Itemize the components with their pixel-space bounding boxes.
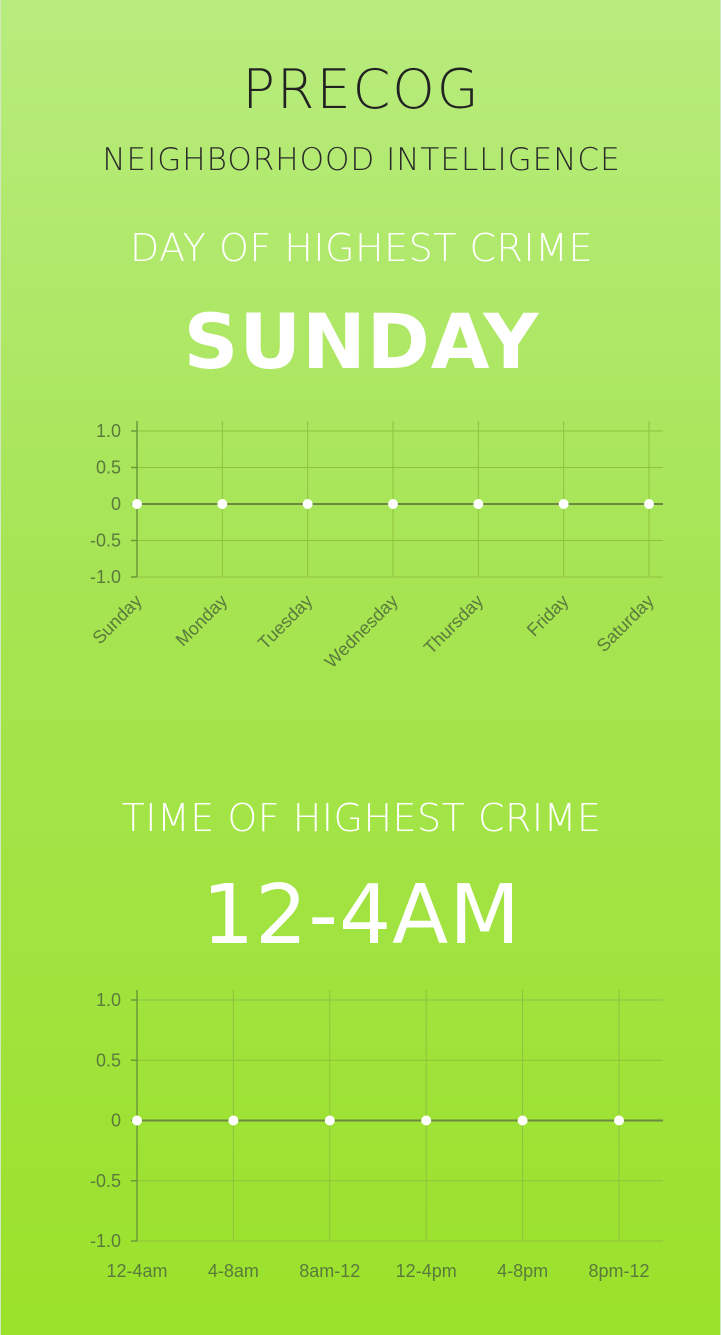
data-point [132, 1115, 142, 1126]
data-point [614, 1115, 624, 1126]
brand-title: PRECOG [242, 58, 481, 121]
x-category-label: 8pm-12 [588, 1261, 649, 1281]
data-point [644, 499, 654, 509]
x-category-label: 12-4am [106, 1261, 167, 1281]
y-tick-label: 0 [111, 494, 121, 514]
x-category-label: 4-8am [208, 1261, 259, 1281]
y-tick-label: -0.5 [90, 1171, 121, 1191]
x-category-label: 4-8pm [497, 1261, 548, 1281]
x-category-label: Thursday [420, 591, 487, 658]
data-point [324, 1115, 335, 1126]
y-tick-label: -1.0 [90, 567, 121, 587]
x-category-label: Sunday [89, 591, 146, 648]
y-tick-label: -0.5 [90, 531, 121, 551]
x-category-label: Monday [172, 591, 231, 650]
data-point [302, 499, 313, 509]
data-point [388, 499, 398, 509]
x-category-label: 12-4pm [396, 1261, 457, 1281]
x-category-label: Friday [523, 591, 573, 641]
data-point [473, 499, 484, 509]
data-point [421, 1115, 432, 1126]
x-category-label: Tuesday [254, 591, 316, 653]
x-category-label: 8am-12 [299, 1261, 360, 1281]
brand-subtitle: NEIGHBORHOOD INTELLIGENCE [102, 142, 621, 178]
y-tick-label: 0.5 [96, 458, 121, 478]
highest-crime-day: SUNDAY [183, 297, 540, 386]
day-section-heading: DAY OF HIGHEST CRIME [130, 226, 593, 270]
highest-crime-time: 12-4AM [202, 868, 521, 963]
x-category-label: Wednesday [321, 591, 402, 672]
data-point [132, 499, 142, 509]
time-section-heading: TIME OF HIGHEST CRIME [121, 796, 602, 840]
y-tick-label: -1.0 [90, 1231, 121, 1251]
y-tick-label: 0 [111, 1111, 121, 1131]
data-point [558, 499, 569, 509]
x-category-label: Saturday [593, 591, 658, 656]
y-tick-label: 0.5 [96, 1050, 121, 1070]
time-of-day-chart: 1.0 0.5 0 -0.5 -1.0 12-4am 4-8am 8am-12 12-4pm 4-… [90, 990, 663, 1281]
data-point [217, 499, 228, 509]
data-point [228, 1115, 239, 1126]
day-of-week-chart: 1.0 0.5 0 -0.5 -1.0 Sunday Monday Tuesday Wednes… [89, 421, 663, 672]
y-tick-label: 1.0 [96, 990, 121, 1010]
data-point [517, 1115, 528, 1126]
y-tick-label: 1.0 [96, 421, 121, 441]
